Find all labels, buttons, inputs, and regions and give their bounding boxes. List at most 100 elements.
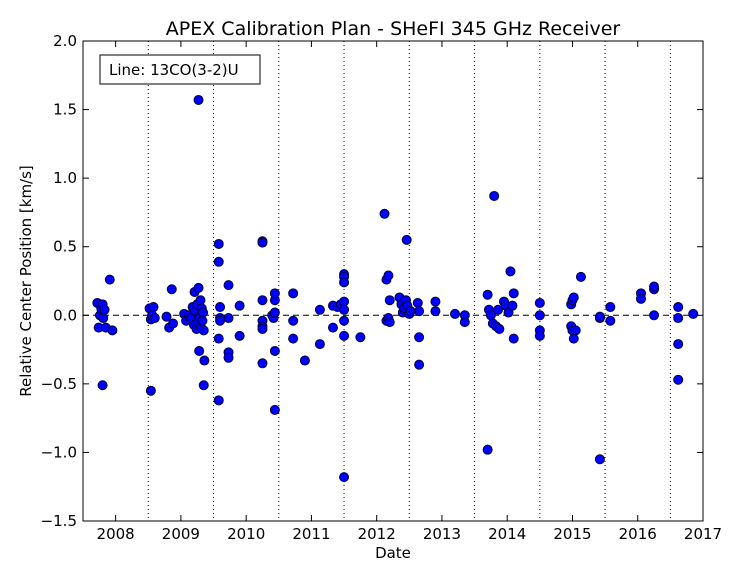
data-point-109 <box>414 332 425 343</box>
y-axis-ticks: −1.5 −1.0 −0.5 0.0 0.5 1.0 1.5 2.0 <box>41 32 703 530</box>
data-point-47 <box>215 302 226 313</box>
x-tick-label-4: 2012 <box>358 525 396 543</box>
data-point-138 <box>568 292 579 303</box>
data-point-15 <box>149 313 160 324</box>
x-axis-label: Date <box>375 544 411 562</box>
data-point-19 <box>166 284 177 295</box>
data-point-131 <box>508 333 519 344</box>
data-point-123 <box>494 324 505 334</box>
data-point-156 <box>673 339 684 350</box>
data-point-46 <box>213 256 224 267</box>
data-point-8 <box>97 380 108 391</box>
data-point-130 <box>508 288 519 299</box>
data-point-74 <box>288 333 299 344</box>
data-point-17 <box>161 311 172 322</box>
data-point-86 <box>339 304 350 315</box>
data-point-38 <box>197 315 208 326</box>
data-point-53 <box>223 313 234 324</box>
data-point-141 <box>568 333 579 344</box>
data-point-59 <box>257 237 268 248</box>
data-point-35 <box>195 295 206 306</box>
y-axis-label: Relative Center Position [km/s] <box>17 165 35 397</box>
data-point-55 <box>223 352 234 363</box>
data-point-129 <box>507 300 518 311</box>
data-point-148 <box>605 315 616 326</box>
data-point-113 <box>450 308 460 319</box>
data-point-120 <box>489 190 500 201</box>
data-point-69 <box>269 288 280 299</box>
data-point-145 <box>594 311 605 322</box>
data-point-51 <box>213 395 224 406</box>
data-point-133 <box>534 310 545 321</box>
data-point-84 <box>339 277 350 288</box>
data-point-77 <box>314 339 325 350</box>
data-point-16 <box>145 385 156 396</box>
data-point-94 <box>384 295 395 306</box>
data-point-73 <box>288 315 299 326</box>
data-point-155 <box>673 313 684 324</box>
data-point-52 <box>223 280 234 291</box>
data-point-108 <box>414 306 425 317</box>
data-point-75 <box>299 355 310 366</box>
data-point-122 <box>493 304 504 315</box>
data-point-106 <box>401 234 412 245</box>
data-point-10 <box>107 325 118 336</box>
data-point-60 <box>257 295 268 306</box>
data-point-45 <box>213 238 224 249</box>
x-tick-label-1: 2009 <box>162 525 200 543</box>
data-point-150 <box>636 293 646 304</box>
x-axis-ticks: 2008 2009 2010 2011 2012 2013 2014 2015 2016 2017 <box>97 41 722 543</box>
data-point-44 <box>198 380 209 391</box>
data-point-20 <box>168 318 179 329</box>
data-point-9 <box>104 274 115 285</box>
x-tick-label-8: 2016 <box>619 525 657 543</box>
data-point-88 <box>339 330 350 341</box>
data-point-93 <box>383 270 394 281</box>
data-point-89 <box>339 472 350 483</box>
y-tick-label-7: 2.0 <box>53 32 77 50</box>
vertical-guide-lines <box>147 41 671 521</box>
data-point-116 <box>482 289 493 300</box>
data-point-132 <box>534 297 545 308</box>
legend-frame <box>99 54 261 85</box>
data-point-64 <box>257 358 268 369</box>
data-point-43 <box>199 355 210 366</box>
data-point-128 <box>505 266 516 277</box>
plot-frame <box>82 40 704 522</box>
data-point-41 <box>193 94 204 105</box>
y-tick-label-0: −1.5 <box>41 512 77 530</box>
data-point-143 <box>575 271 586 282</box>
data-point-32 <box>193 282 204 293</box>
x-tick-label-7: 2015 <box>553 525 591 543</box>
data-point-39 <box>198 307 209 318</box>
data-point-158 <box>688 308 699 319</box>
data-point-105 <box>405 306 416 317</box>
y-tick-label-6: 1.5 <box>53 101 77 119</box>
data-point-76 <box>314 304 325 315</box>
data-point-110 <box>414 359 425 370</box>
plot-background <box>83 41 703 521</box>
data-point-72 <box>288 288 299 299</box>
data-point-115 <box>459 317 470 328</box>
legend-text: Line: 13CO(3-2)U <box>109 61 239 79</box>
data-point-71 <box>269 404 280 415</box>
x-tick-label-3: 2011 <box>292 525 330 543</box>
data-point-67 <box>269 307 280 318</box>
y-tick-label-2: −0.5 <box>41 375 77 393</box>
data-point-63 <box>257 324 268 334</box>
data-point-135 <box>534 330 545 341</box>
y-tick-label-5: 1.0 <box>53 169 77 187</box>
data-point-111 <box>430 296 441 307</box>
data-point-152 <box>649 281 660 292</box>
y-tick-label-1: −1.0 <box>41 443 77 461</box>
data-point-147 <box>605 302 616 313</box>
data-point-79 <box>327 322 338 333</box>
data-point-70 <box>269 345 280 356</box>
y-tick-label-4: 0.5 <box>53 238 77 256</box>
data-point-87 <box>339 315 350 326</box>
data-point-91 <box>379 208 390 219</box>
data-point-112 <box>430 306 441 317</box>
x-tick-label-2: 2010 <box>227 525 265 543</box>
data-point-5 <box>98 313 109 324</box>
